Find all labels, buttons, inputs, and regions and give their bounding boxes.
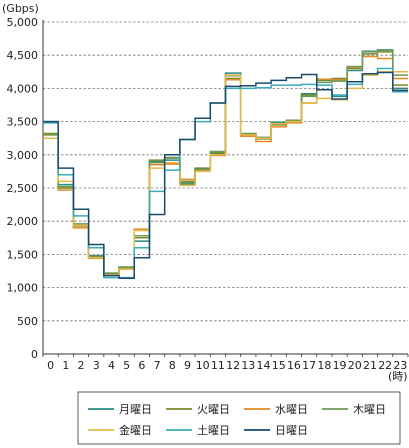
x-tick-label: 12 — [226, 359, 240, 372]
series-lines — [43, 49, 408, 280]
legend-label: 火曜日 — [197, 403, 230, 416]
x-tick-label: 22 — [378, 359, 392, 372]
x-tick-label: 8 — [169, 359, 176, 372]
y-tick-label: 5,000 — [7, 16, 39, 29]
x-axis-ticks: 0 1 2 3 4 5 6 7 8 9 10 11 12 13 14 15 16 17 18 19 20 21 22 23 — [42, 354, 409, 372]
y-tick-label: 4,000 — [7, 82, 39, 95]
x-tick-label: 21 — [363, 359, 377, 372]
y-unit-label: (Gbps) — [2, 2, 39, 15]
axes — [42, 20, 408, 355]
legend-label: 日曜日 — [275, 424, 308, 437]
x-tick-label: 2 — [78, 359, 85, 372]
x-tick-label: 20 — [348, 359, 362, 372]
y-tick-label: 500 — [17, 315, 38, 328]
x-tick-label: 13 — [241, 359, 255, 372]
y-tick-label: 0 — [31, 348, 38, 361]
x-tick-label: 18 — [317, 359, 331, 372]
x-tick-label: 11 — [211, 359, 225, 372]
x-tick-label: 1 — [62, 359, 69, 372]
y-tick-label: 2,500 — [7, 182, 39, 195]
legend-label: 水曜日 — [275, 403, 308, 416]
legend-label: 土曜日 — [197, 424, 230, 437]
x-tick-label: 16 — [287, 359, 301, 372]
y-tick-label: 3,000 — [7, 149, 39, 162]
legend-label: 木曜日 — [353, 403, 386, 416]
x-tick-label: 0 — [47, 359, 54, 372]
x-tick-label: 15 — [272, 359, 286, 372]
y-tick-label: 3,500 — [7, 116, 39, 129]
legend-label: 月曜日 — [119, 403, 152, 416]
x-tick-label: 3 — [93, 359, 100, 372]
x-tick-label: 6 — [138, 359, 145, 372]
series-line — [43, 71, 408, 280]
x-tick-label: 7 — [154, 359, 161, 372]
x-tick-label: 4 — [108, 359, 115, 372]
y-axis-ticks: 0 500 1,000 1,500 2,000 2,500 3,000 3,500 4,000 4… — [7, 16, 39, 361]
x-unit-label: (時) — [388, 370, 408, 383]
legend-label: 金曜日 — [119, 423, 152, 437]
x-tick-label: 5 — [123, 359, 130, 372]
y-tick-label: 4,500 — [7, 49, 39, 62]
y-tick-label: 2,000 — [7, 215, 39, 228]
y-tick-label: 1,000 — [7, 282, 39, 295]
x-tick-label: 14 — [257, 359, 271, 372]
legend-box — [77, 391, 401, 445]
x-tick-label: 19 — [333, 359, 347, 372]
y-tick-label: 1,500 — [7, 248, 39, 261]
x-tick-label: 9 — [184, 359, 191, 372]
x-tick-label: 17 — [302, 359, 316, 372]
x-tick-label: 23 — [393, 359, 407, 372]
x-tick-label: 10 — [196, 359, 210, 372]
